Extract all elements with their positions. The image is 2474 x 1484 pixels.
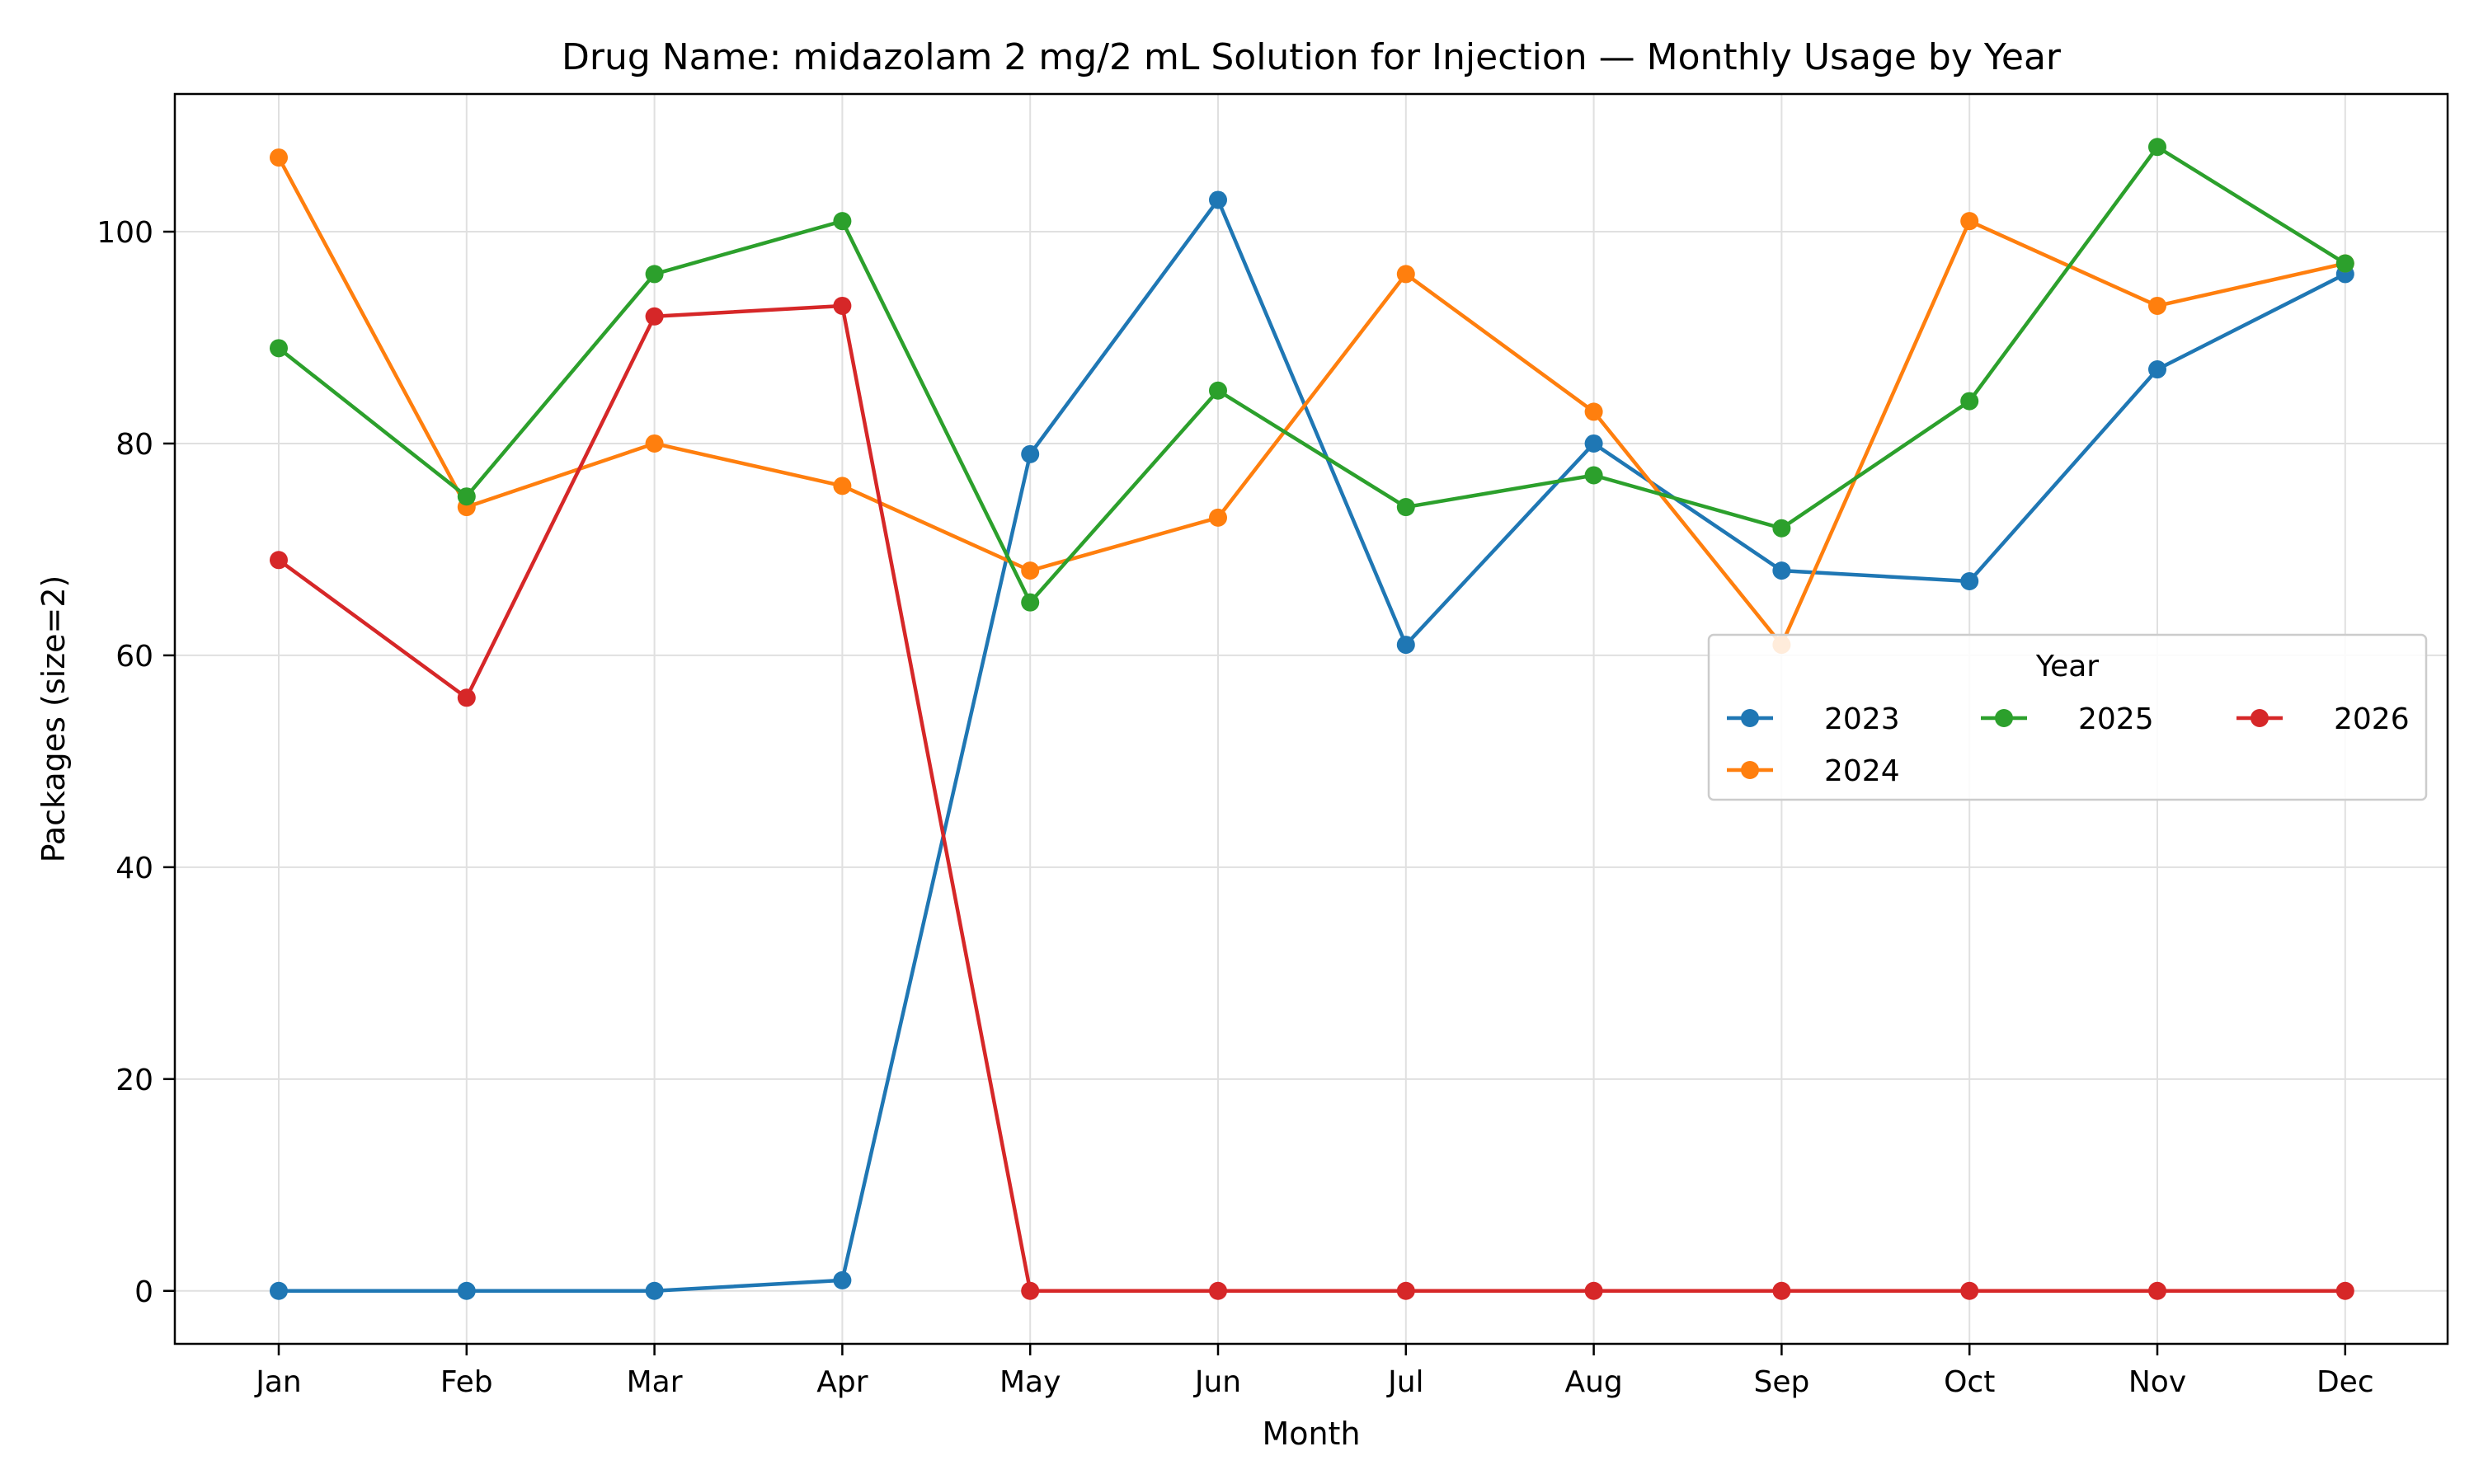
- data-point-2023-Jun: [1209, 190, 1227, 209]
- y-tick-label: 20: [115, 1064, 153, 1097]
- x-tick-label: Feb: [440, 1365, 493, 1399]
- data-point-2023-May: [1021, 444, 1040, 463]
- x-tick-label: Jun: [1193, 1365, 1241, 1399]
- data-point-2023-Feb: [457, 1281, 476, 1300]
- series-line-2024: [277, 157, 2346, 647]
- data-point-2026-Nov: [2148, 1281, 2166, 1300]
- data-point-2026-Jul: [1396, 1281, 1415, 1300]
- series-2025: [270, 138, 2354, 612]
- series-line-2023: [279, 198, 2346, 1294]
- data-point-2026-Oct: [1960, 1281, 1979, 1300]
- y-tick-label: 40: [115, 852, 153, 885]
- data-point-2023-Nov: [2148, 360, 2166, 379]
- legend-item-2023: 2023: [1727, 702, 1900, 736]
- data-point-2026-Feb: [457, 688, 476, 707]
- data-point-2025-Sep: [1772, 519, 1791, 538]
- x-tick-label: Jul: [1386, 1365, 1423, 1399]
- data-point-2026-Sep: [1772, 1281, 1791, 1300]
- data-point-2026-May: [1021, 1281, 1040, 1300]
- data-point-2025-Dec: [2335, 254, 2354, 273]
- legend-swatch-marker: [1741, 761, 1759, 779]
- x-tick-label: May: [999, 1365, 1061, 1399]
- data-point-2024-Oct: [1960, 212, 1979, 231]
- data-point-2024-Aug: [1584, 402, 1603, 421]
- data-point-2025-Jun: [1209, 381, 1227, 400]
- data-point-2023-Aug: [1584, 434, 1603, 453]
- x-tick-label: Nov: [2128, 1365, 2186, 1399]
- data-point-2023-Mar: [645, 1281, 664, 1300]
- legend: Year 2023 2024 2025 2026: [1707, 633, 2428, 801]
- data-point-2025-Aug: [1584, 466, 1603, 485]
- legend-swatch-marker: [2251, 709, 2269, 727]
- x-tick-label: Aug: [1564, 1365, 1622, 1399]
- legend-item-2025: 2025: [1981, 702, 2154, 736]
- data-point-2024-Jan: [270, 148, 288, 167]
- data-point-2024-Jul: [1396, 265, 1415, 284]
- data-point-2025-Nov: [2148, 138, 2166, 157]
- x-tick-label: Oct: [1944, 1365, 1995, 1399]
- legend-entries: 2023 2024 2025 2026: [1727, 702, 2410, 788]
- legend-item-2024: 2024: [1727, 754, 1900, 788]
- series-line-2025: [277, 144, 2346, 604]
- data-point-2023-Jan: [270, 1281, 288, 1300]
- data-point-2025-Feb: [457, 487, 476, 506]
- chart-title: Drug Name: midazolam 2 mg/2 mL Solution …: [562, 36, 2062, 78]
- data-point-2026-Jun: [1209, 1281, 1227, 1300]
- data-point-2024-Apr: [833, 477, 852, 495]
- x-tick-label: Dec: [2316, 1365, 2374, 1399]
- legend-swatch-marker: [1995, 709, 2013, 727]
- data-point-2023-Jul: [1396, 636, 1415, 655]
- y-tick-label: 80: [115, 428, 153, 462]
- data-point-2025-Jan: [270, 339, 288, 358]
- data-point-2026-Jan: [270, 551, 288, 570]
- x-tick-label: Sep: [1753, 1365, 1809, 1399]
- y-tick-label: 60: [115, 640, 153, 674]
- legend-label: 2023: [1824, 702, 1900, 736]
- data-point-2025-Jul: [1396, 498, 1415, 517]
- data-point-2024-Nov: [2148, 296, 2166, 315]
- data-point-2025-Mar: [645, 265, 664, 284]
- x-tick-label: Mar: [627, 1365, 683, 1399]
- legend-label: 2025: [2078, 702, 2154, 736]
- x-tick-label: Apr: [816, 1365, 868, 1399]
- data-point-2026-Dec: [2335, 1281, 2354, 1300]
- series-2026: [270, 296, 2354, 1300]
- series-2023: [270, 190, 2354, 1300]
- data-point-2024-Mar: [645, 434, 664, 453]
- axis-ticks: Jan Feb Mar Apr May Jun Jul Aug Sep Oct Nov Dec 0 20 4…: [96, 216, 2373, 1399]
- data-point-2023-Oct: [1960, 571, 1979, 590]
- data-point-2026-Apr: [833, 296, 852, 315]
- y-tick-label: 0: [134, 1275, 153, 1309]
- legend-item-2026: 2026: [2236, 702, 2410, 736]
- data-point-2024-May: [1021, 561, 1040, 580]
- data-point-2025-Oct: [1960, 392, 1979, 411]
- legend-label: 2024: [1824, 754, 1900, 788]
- data-point-2026-Mar: [645, 307, 664, 326]
- data-point-2024-Jun: [1209, 508, 1227, 527]
- x-tick-label: Jan: [254, 1365, 302, 1399]
- data-point-2023-Apr: [833, 1270, 852, 1289]
- y-axis-label: Packages (size=2): [35, 575, 72, 863]
- y-tick-label: 100: [96, 216, 153, 250]
- x-axis-label: Month: [1262, 1416, 1360, 1452]
- legend-frame: [1707, 633, 2428, 801]
- data-point-2025-May: [1021, 593, 1040, 612]
- data-point-2026-Aug: [1584, 1281, 1603, 1300]
- legend-swatch-marker: [1741, 709, 1759, 727]
- series-group: [270, 138, 2354, 1300]
- legend-label: 2026: [2334, 702, 2410, 736]
- data-point-2025-Apr: [833, 212, 852, 231]
- data-point-2023-Sep: [1772, 561, 1791, 580]
- legend-title: Year: [2035, 650, 2099, 683]
- series-line-2026: [277, 303, 2345, 1294]
- plot-area-frame: [173, 92, 2449, 1345]
